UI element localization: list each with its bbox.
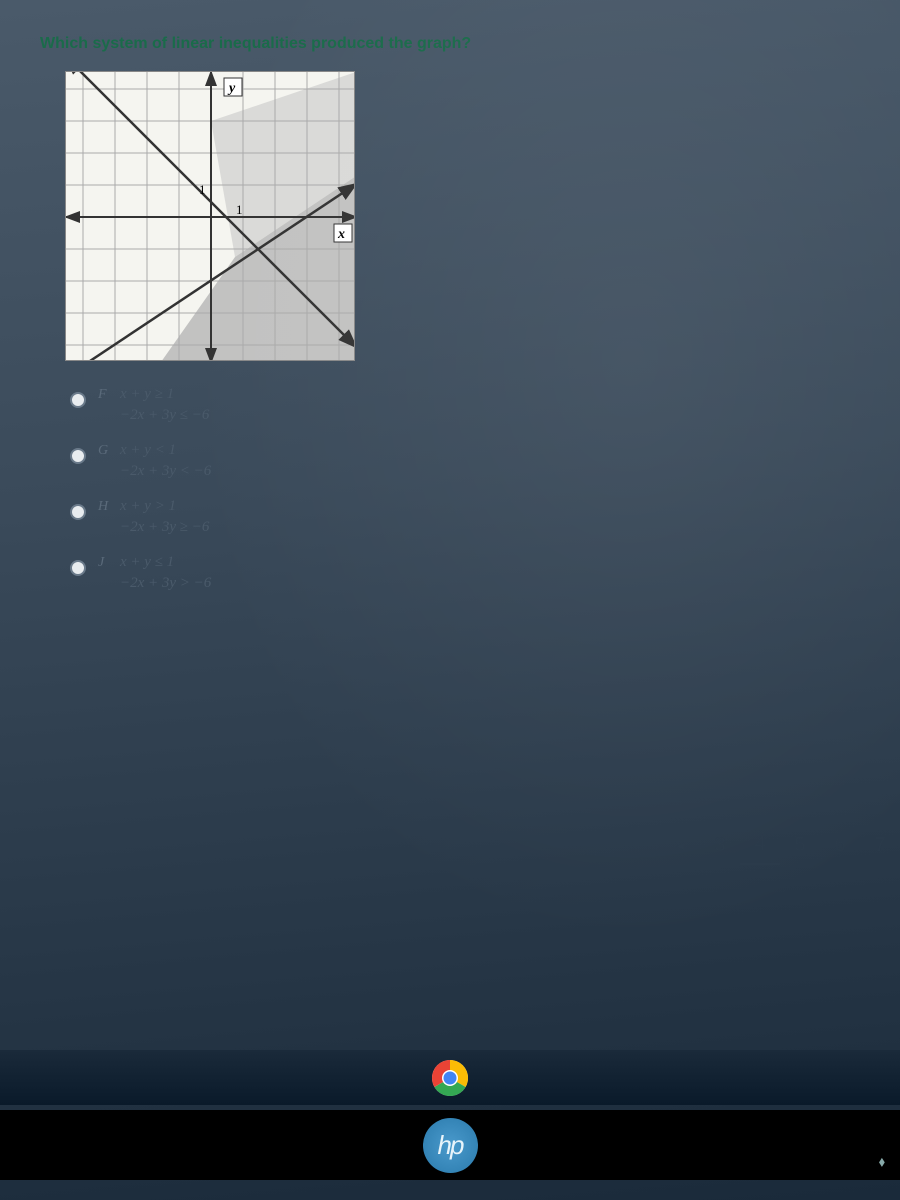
- option-math-2: −2x + 3y > −6: [120, 575, 211, 592]
- option-math-1: x + y ≥ 1: [120, 386, 174, 402]
- option-letter: H: [98, 499, 112, 515]
- question-panel: Which system of linear inequalities prod…: [0, 0, 900, 645]
- hp-logo: hp: [423, 1118, 478, 1173]
- chrome-icon[interactable]: [431, 1059, 469, 1097]
- radio-j[interactable]: [70, 560, 86, 576]
- question-text: Which system of linear inequalities prod…: [40, 35, 860, 53]
- option-math-1: x + y < 1: [120, 442, 176, 458]
- pagination: ◂ 3 4 5 6 7: [660, 825, 900, 865]
- page-4[interactable]: 4: [740, 825, 780, 865]
- svg-text:y: y: [227, 81, 236, 96]
- answer-options: Fx + y ≥ 1 −2x + 3y ≤ −6 Gx + y < 1 −2x …: [70, 386, 860, 596]
- taskbar: [0, 1050, 900, 1105]
- page-prev-arrow[interactable]: ◂: [660, 825, 700, 865]
- graph-container: y x 1 1: [65, 71, 860, 366]
- corner-icon: ⬧: [879, 1153, 885, 1170]
- svg-text:1: 1: [236, 202, 243, 217]
- svg-text:1: 1: [199, 182, 206, 197]
- option-math-1: x + y ≤ 1: [120, 554, 174, 570]
- page-7[interactable]: 7: [860, 825, 900, 865]
- radio-g[interactable]: [70, 448, 86, 464]
- option-letter: J: [98, 555, 112, 571]
- option-math-2: −2x + 3y ≥ −6: [120, 519, 209, 536]
- option-j[interactable]: Jx + y ≤ 1 −2x + 3y > −6: [70, 554, 860, 596]
- option-math-2: −2x + 3y < −6: [120, 463, 211, 480]
- option-g[interactable]: Gx + y < 1 −2x + 3y < −6: [70, 442, 860, 484]
- page-6[interactable]: 6: [820, 825, 860, 865]
- option-h[interactable]: Hx + y > 1 −2x + 3y ≥ −6: [70, 498, 860, 540]
- option-f[interactable]: Fx + y ≥ 1 −2x + 3y ≤ −6: [70, 386, 860, 428]
- option-letter: F: [98, 387, 112, 403]
- radio-h[interactable]: [70, 504, 86, 520]
- option-math-1: x + y > 1: [120, 498, 176, 514]
- inequality-graph: y x 1 1: [65, 71, 355, 361]
- svg-text:x: x: [337, 227, 345, 242]
- option-math-2: −2x + 3y ≤ −6: [120, 407, 209, 424]
- option-letter: G: [98, 443, 112, 459]
- page-3[interactable]: 3: [700, 825, 740, 865]
- radio-f[interactable]: [70, 392, 86, 408]
- laptop-bezel: hp: [0, 1110, 900, 1180]
- page-5[interactable]: 5: [780, 825, 820, 865]
